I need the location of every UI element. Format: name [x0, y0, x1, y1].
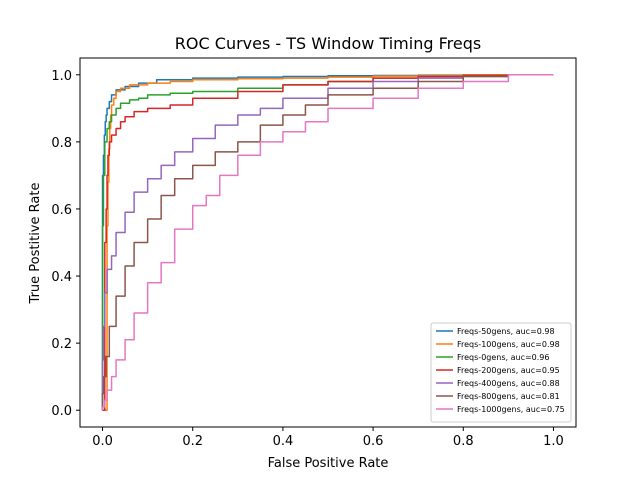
x-tick-label: 0.4: [273, 434, 294, 449]
x-tick-label: 0.2: [182, 434, 203, 449]
axes-group: [79, 57, 577, 428]
x-tick-label: 0.6: [363, 434, 384, 449]
legend-label-5: Freqs-400gens, auc=0.88: [457, 379, 560, 388]
y-tick-label: 0.4: [51, 270, 72, 285]
legend-label-3: Freqs-0gens, auc=0.96: [457, 353, 550, 362]
series-group: [101, 74, 554, 411]
chart-title: ROC Curves - TS Window Timing Freqs: [175, 34, 481, 53]
plot-frame: [79, 57, 577, 428]
roc-curve-5: [101, 74, 554, 411]
x-tick-label: 0.0: [92, 434, 113, 449]
y-tick-label: 0.8: [51, 136, 72, 151]
y-tick-label: 1.0: [51, 69, 72, 84]
tick-group: 0.0 0.2 0.4 0.6 0.8 1.0 0.0 0.2 0.4 0.6 0.8 1.0: [51, 69, 563, 449]
roc-curve-4: [102, 74, 554, 411]
legend-label-1: Freqs-50gens, auc=0.98: [457, 327, 555, 336]
legend-label-2: Freqs-100gens, auc=0.98: [457, 340, 560, 349]
x-axis-title: False Positive Rate: [268, 456, 389, 471]
y-axis-title: True Postitive Rate: [28, 183, 43, 305]
x-tick-label: 1.0: [543, 434, 564, 449]
y-tick-label: 0.6: [51, 203, 72, 218]
legend-label-7: Freqs-1000gens, auc=0.75: [457, 405, 565, 414]
y-tick-label: 0.0: [51, 404, 72, 419]
legend-label-6: Freqs-800gens, auc=0.81: [457, 392, 560, 401]
legend: Freqs-50gens, auc=0.98 Freqs-100gens, auc…: [430, 322, 572, 423]
roc-curve-7: [101, 74, 554, 411]
y-tick-label: 0.2: [51, 337, 72, 352]
legend-box: [430, 322, 572, 423]
roc-curve-6: [101, 74, 554, 411]
legend-label-4: Freqs-200gens, auc=0.95: [457, 366, 560, 375]
x-tick-label: 0.8: [453, 434, 474, 449]
